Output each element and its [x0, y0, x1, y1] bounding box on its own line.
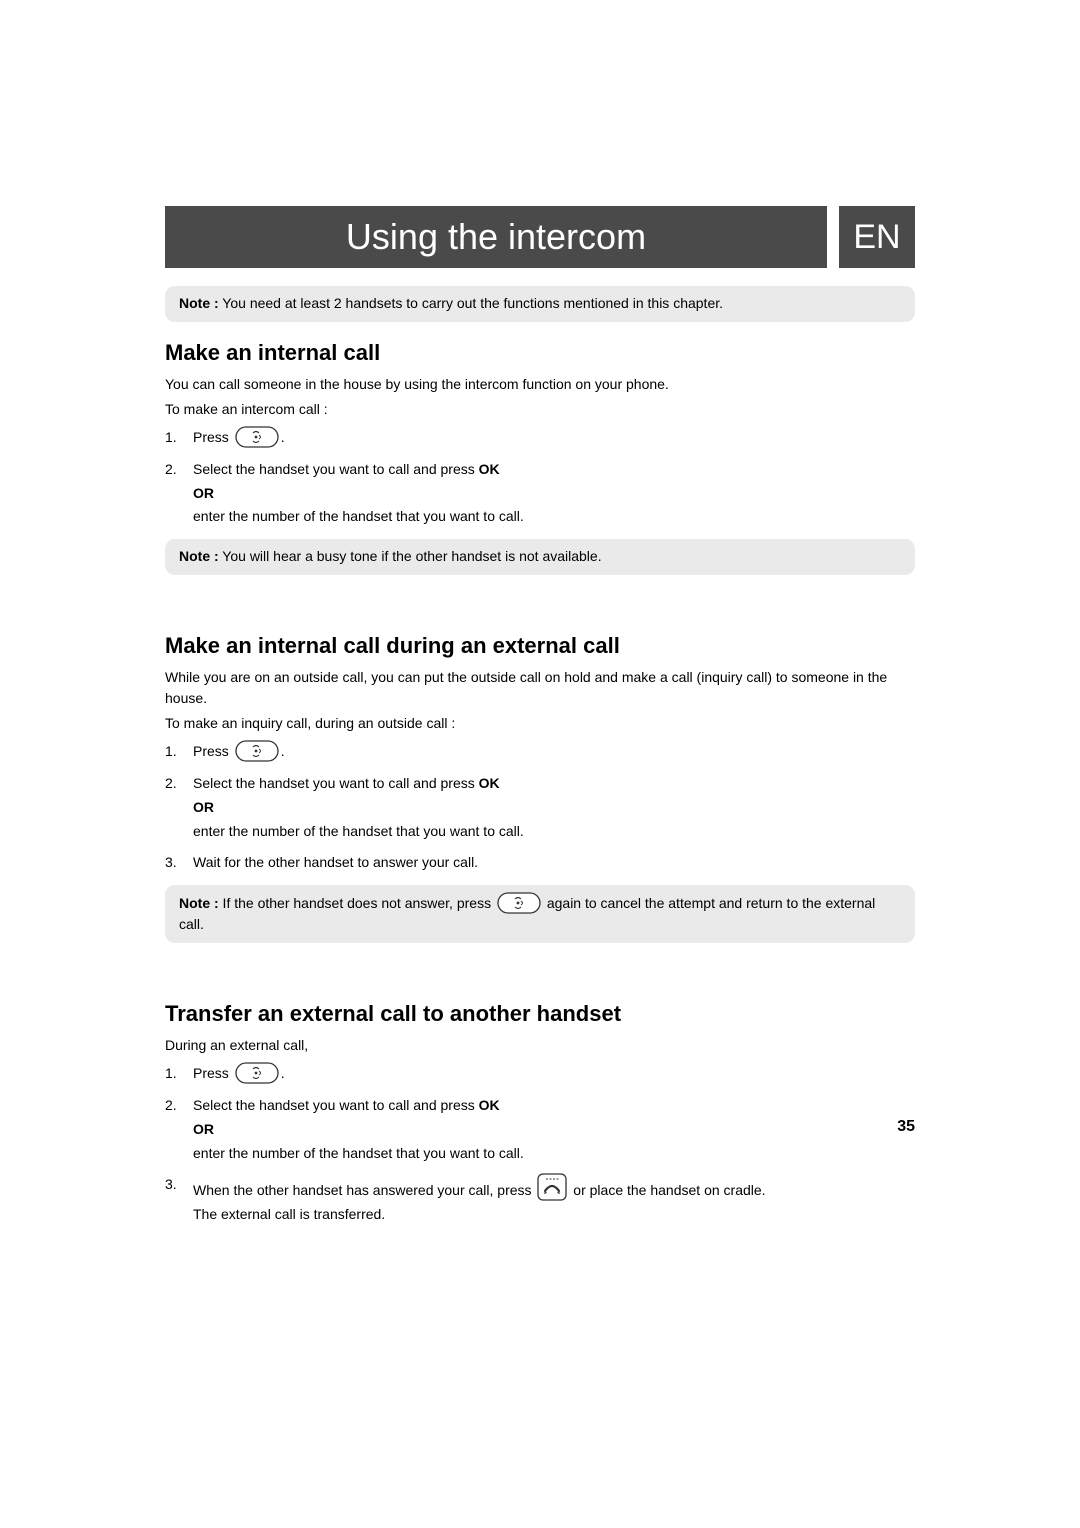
page-number: 35 [897, 1118, 915, 1136]
list-item: Select the handset you want to call and … [165, 458, 915, 529]
page-header: Using the intercom EN [165, 206, 915, 268]
note-text-pre: If the other handset does not answer, pr… [219, 895, 495, 911]
list-item: Wait for the other handset to answer you… [165, 851, 915, 875]
section3-intro1: During an external call, [165, 1035, 915, 1056]
section-heading-internal-during-external: Make an internal call during an external… [165, 633, 915, 659]
section1-intro1: You can call someone in the house by usi… [165, 374, 915, 395]
note-text: You will hear a busy tone if the other h… [219, 548, 602, 564]
section2-intro2: To make an inquiry call, during an outsi… [165, 713, 915, 734]
note-box-busy-tone: Note : You will hear a busy tone if the … [165, 539, 915, 575]
section2-steps: Press . Select the handset you want to c… [165, 740, 915, 875]
intercom-key-icon [235, 1062, 279, 1084]
intercom-key-icon [497, 892, 541, 914]
page-title: Using the intercom [346, 216, 646, 258]
page-content: Note : You need at least 2 handsets to c… [165, 280, 915, 1237]
list-item: Press . [165, 426, 915, 450]
language-code: EN [853, 218, 900, 257]
list-item: Select the handset you want to call and … [165, 772, 915, 843]
language-badge: EN [839, 206, 915, 268]
intercom-key-icon [235, 426, 279, 448]
list-item: Select the handset you want to call and … [165, 1094, 915, 1165]
note-box-top: Note : You need at least 2 handsets to c… [165, 286, 915, 322]
list-item: Press . [165, 740, 915, 764]
section-heading-transfer-call: Transfer an external call to another han… [165, 1001, 915, 1027]
list-item: When the other handset has answered your… [165, 1173, 915, 1227]
end-call-key-icon [537, 1173, 567, 1201]
section1-intro2: To make an intercom call : [165, 399, 915, 420]
note-label: Note : [179, 295, 219, 311]
section2-intro1: While you are on an outside call, you ca… [165, 667, 915, 709]
section-heading-internal-call: Make an internal call [165, 340, 915, 366]
note-text: You need at least 2 handsets to carry ou… [219, 295, 723, 311]
title-bar: Using the intercom [165, 206, 827, 268]
intercom-key-icon [235, 740, 279, 762]
note-label: Note : [179, 548, 219, 564]
section3-steps: Press . Select the handset you want to c… [165, 1062, 915, 1227]
note-label: Note : [179, 895, 219, 911]
note-box-no-answer: Note : If the other handset does not ans… [165, 885, 915, 943]
section1-steps: Press . Select the handset you want to c… [165, 426, 915, 529]
manual-page: Using the intercom EN Note : You need at… [0, 0, 1080, 1528]
list-item: Press . [165, 1062, 915, 1086]
